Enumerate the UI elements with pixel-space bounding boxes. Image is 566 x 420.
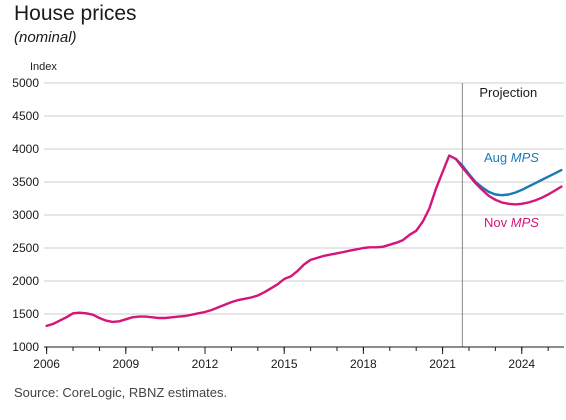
series-label-italic: MPS <box>511 215 540 230</box>
series-lines <box>45 154 563 328</box>
series-label-aug: Aug MPS <box>484 150 539 165</box>
series-line-nov <box>45 154 563 328</box>
x-tick-label: 2006 <box>33 357 60 371</box>
y-tick-label: 5000 <box>12 76 39 90</box>
y-axis-unit-label: Index <box>30 61 57 73</box>
x-tick-label: 2024 <box>508 357 535 371</box>
y-tick-label: 2500 <box>12 241 39 255</box>
x-tick-label: 2021 <box>429 357 456 371</box>
projection-label: Projection <box>479 85 537 100</box>
x-tick-label: 2012 <box>192 357 219 371</box>
series-label-prefix: Nov <box>484 215 511 230</box>
axes: 1000 1500 2000 2500 3000 3500 4000 4500 5000 2006… <box>12 76 564 371</box>
y-tick-label: 1500 <box>12 307 39 321</box>
y-tick-label: 3500 <box>12 175 39 189</box>
y-tick-label: 3000 <box>12 208 39 222</box>
source-note: Source: CoreLogic, RBNZ estimates. <box>14 385 228 400</box>
series-label-italic: MPS <box>511 150 540 165</box>
x-tick-label: 2018 <box>350 357 377 371</box>
y-tick-label: 2000 <box>12 274 39 288</box>
gridlines <box>44 82 564 315</box>
x-tick-label: 2015 <box>271 357 298 371</box>
x-tick-label: 2009 <box>112 357 139 371</box>
chart-title: House prices <box>14 2 137 25</box>
y-tick-label: 1000 <box>12 340 39 354</box>
series-label-prefix: Aug <box>484 150 511 165</box>
y-tick-label: 4500 <box>12 109 39 123</box>
series-label-nov: Nov MPS <box>484 215 539 230</box>
chart-subtitle: (nominal) <box>14 29 77 46</box>
y-tick-label: 4000 <box>12 142 39 156</box>
